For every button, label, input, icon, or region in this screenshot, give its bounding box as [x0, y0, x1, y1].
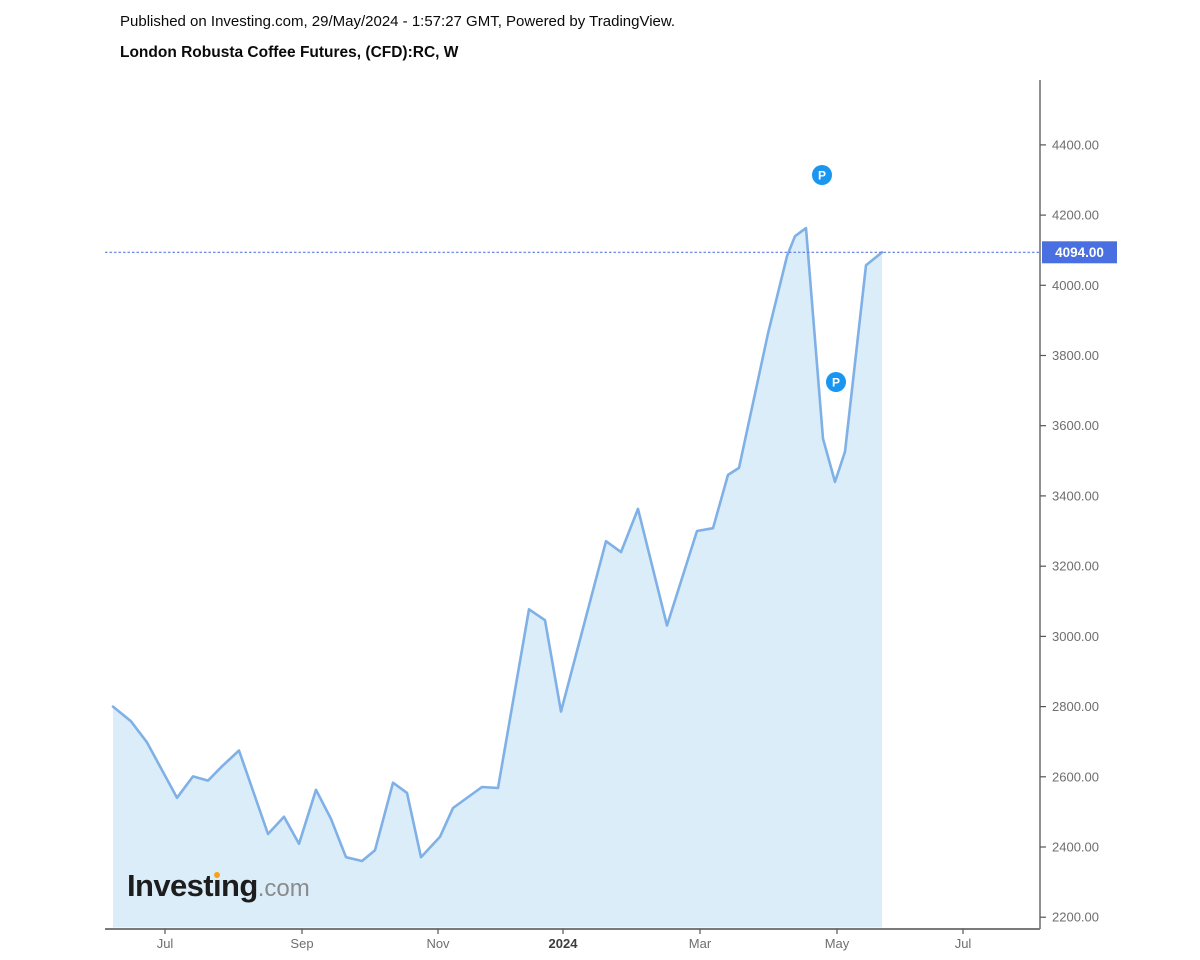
x-axis-tick-label: 2024 — [549, 936, 579, 951]
y-axis-tick-label: 3600.00 — [1052, 418, 1099, 433]
published-line: Published on Investing.com, 29/May/2024 … — [120, 13, 676, 30]
y-axis-tick-label: 3400.00 — [1052, 488, 1099, 503]
x-axis-tick-label: Sep — [290, 936, 313, 951]
x-axis-tick-label: Jul — [157, 936, 174, 951]
y-axis-tick-label: 2800.00 — [1052, 699, 1099, 714]
x-axis-tick-label: Jul — [955, 936, 972, 951]
y-axis-tick-label: 4400.00 — [1052, 137, 1099, 152]
price-series-line — [111, 226, 884, 863]
x-axis-tick-label: May — [825, 936, 850, 951]
event-marker-p[interactable] — [826, 372, 846, 392]
y-axis-tick-label: 3200.00 — [1052, 559, 1099, 574]
event-marker-p[interactable] — [812, 165, 832, 185]
y-axis-tick-label: 4000.00 — [1052, 278, 1099, 293]
logo-dotless-i: ı — [213, 868, 222, 903]
event-marker-glyph: P — [832, 375, 840, 389]
area-fill — [113, 228, 882, 928]
y-axis-tick-label: 2600.00 — [1052, 769, 1099, 784]
y-axis-tick-label: 4200.00 — [1052, 208, 1099, 223]
x-axis-tick-label: Nov — [426, 936, 450, 951]
logo-part2: ng — [221, 868, 258, 903]
chart-title: London Robusta Coffee Futures, (CFD):RC,… — [120, 44, 459, 61]
x-axis-tick-label: Mar — [689, 936, 712, 951]
logo-suffix: .com — [257, 875, 310, 902]
y-axis-tick-label: 3800.00 — [1052, 348, 1099, 363]
logo-part1: Invest — [127, 868, 214, 903]
y-axis-tick-label: 2200.00 — [1052, 910, 1099, 925]
event-marker-glyph: P — [818, 168, 826, 182]
logo-text: Investı ng — [127, 868, 258, 903]
investing-logo: Investı ng.com — [127, 868, 310, 904]
logo-orange-dot-icon — [214, 872, 220, 878]
y-axis-tick-label: 2400.00 — [1052, 840, 1099, 855]
y-axis-tick-label: 3000.00 — [1052, 629, 1099, 644]
last-price-badge — [1042, 241, 1117, 264]
last-price-badge-text: 4094.00 — [1055, 245, 1104, 260]
